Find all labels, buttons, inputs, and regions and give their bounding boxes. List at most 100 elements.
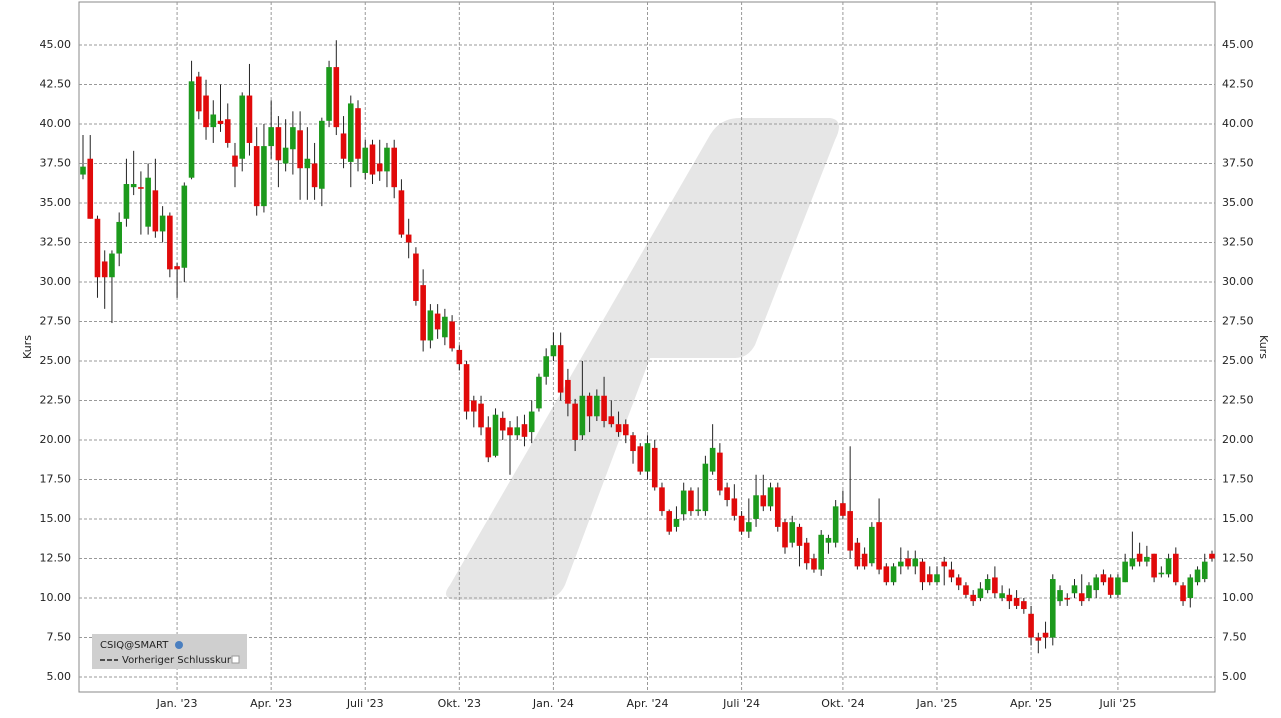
x-tick-label: Juli '24 <box>722 697 760 710</box>
y-tick-label: 35.00 <box>40 196 72 209</box>
candle-body <box>369 144 376 175</box>
candle-body <box>854 542 861 567</box>
candle-body <box>811 558 817 570</box>
candle-body <box>456 349 463 365</box>
candle-body <box>1187 577 1194 598</box>
candle-body <box>999 593 1005 598</box>
y-tick-label: 7.50 <box>47 630 72 643</box>
candle-body <box>926 574 933 583</box>
candle-body <box>239 95 246 159</box>
candle-body <box>963 585 969 595</box>
y2-axis-label: Kurs <box>1257 335 1270 359</box>
candle-body <box>521 424 528 437</box>
candle-body <box>1100 574 1107 583</box>
candle-body <box>1165 558 1172 575</box>
candle-body <box>1093 577 1100 591</box>
candle-body <box>709 447 716 472</box>
y2-tick-label: 42.50 <box>1222 77 1254 90</box>
y2-tick-label: 22.50 <box>1222 393 1254 406</box>
candle-body <box>760 495 767 507</box>
y2-tick-label: 15.00 <box>1222 512 1254 525</box>
candle-body <box>311 163 318 188</box>
candle-body <box>109 253 115 278</box>
candle-body <box>174 266 180 270</box>
candle-body <box>246 95 253 143</box>
y2-tick-label: 45.00 <box>1222 38 1254 51</box>
x-tick-label: Jan. '23 <box>156 697 198 710</box>
candle-body <box>275 127 282 161</box>
candle-body <box>1013 597 1020 606</box>
candle-body <box>630 435 636 452</box>
candle-body <box>637 446 644 472</box>
candle-body <box>1064 597 1071 600</box>
candle-body <box>1151 553 1157 578</box>
candle-body <box>644 443 651 472</box>
candle-body <box>1086 585 1092 598</box>
candle-body <box>355 108 361 159</box>
candle-body <box>1107 577 1114 595</box>
x-tick-label: Okt. '24 <box>821 697 864 710</box>
candle-body <box>688 490 694 512</box>
y-tick-label: 10.00 <box>40 591 72 604</box>
candle-body <box>905 558 911 567</box>
candle-body <box>1136 553 1143 562</box>
candle-body <box>463 364 470 412</box>
legend-icon <box>175 641 183 649</box>
candle-body <box>847 511 853 551</box>
candle-body <box>934 574 940 583</box>
candle-body <box>543 356 549 377</box>
candle-body <box>550 345 557 357</box>
candle-body <box>825 537 832 543</box>
candle-body <box>1057 590 1063 602</box>
candle-body <box>898 561 904 567</box>
candle-body <box>376 163 383 172</box>
candle-body <box>210 114 217 128</box>
candle-body <box>290 127 296 150</box>
candle-body <box>984 579 991 591</box>
candle-body <box>420 285 426 341</box>
candle-body <box>803 542 810 564</box>
candle-body <box>1173 553 1179 583</box>
candle-body <box>666 511 673 532</box>
legend-checkbox[interactable] <box>231 655 240 664</box>
y-tick-label: 45.00 <box>40 38 72 51</box>
y-tick-label: 27.50 <box>40 314 72 327</box>
legend-box <box>92 634 247 669</box>
candle-body <box>724 487 730 501</box>
candle-body <box>753 495 759 519</box>
candle-body <box>152 190 159 232</box>
y-tick-label: 30.00 <box>40 275 72 288</box>
candle-body <box>992 577 998 594</box>
candle-body <box>94 218 101 278</box>
candle-body <box>565 379 571 404</box>
y2-tick-label: 27.50 <box>1222 314 1254 327</box>
candle-body <box>427 310 434 341</box>
candle-body <box>492 414 499 456</box>
legend: CSIQ@SMART Vorheriger Schlusskurs <box>92 634 247 669</box>
candles <box>80 40 1215 654</box>
candle-body <box>101 261 108 278</box>
candle-body <box>159 215 166 232</box>
candle-body <box>181 185 188 268</box>
candle-body <box>717 452 723 491</box>
candle-body <box>442 316 448 338</box>
candle-body <box>1158 572 1165 575</box>
legend-label: Vorheriger Schlusskurs <box>122 655 236 666</box>
candle-body <box>116 221 122 254</box>
y2-tick-label: 40.00 <box>1222 117 1254 130</box>
candle-body <box>217 120 224 124</box>
y-tick-label: 12.50 <box>40 551 72 564</box>
candle-body <box>977 588 984 598</box>
candle-body <box>594 395 600 417</box>
candle-body <box>1049 579 1056 638</box>
candle-body <box>572 403 578 440</box>
candle-body <box>738 515 745 532</box>
y2-tick-label: 25.00 <box>1222 354 1254 367</box>
candle-body <box>145 177 151 227</box>
y-tick-label: 15.00 <box>40 512 72 525</box>
candle-body <box>384 147 390 172</box>
candle-body <box>536 376 542 409</box>
candle-body <box>319 120 325 189</box>
legend-label: CSIQ@SMART <box>100 640 169 651</box>
candle-body <box>883 566 890 583</box>
